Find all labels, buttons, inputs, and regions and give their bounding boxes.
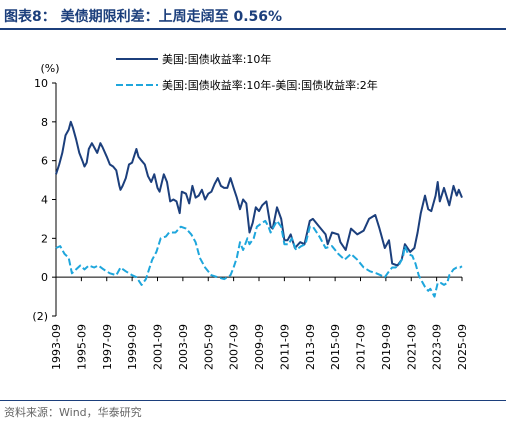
chart-svg: (2) 0 2 4 6 8 10 1993-09 1995-09 1997-09 1999-09 2… [32,52,469,370]
y-tick-label: 2 [41,232,48,245]
x-tick-label: 2023-09 [431,324,444,370]
x-tick-label: 2013-09 [304,324,317,370]
x-tick-labels: 1993-09 1995-09 1997-09 1999-09 2001-09 2003-… [50,324,469,370]
x-tick-label: 2019-09 [380,324,393,370]
y-tick-label: 4 [41,194,48,207]
x-tick-label: 2007-09 [228,324,241,370]
source-rule [0,400,506,401]
source-note: 资料来源：Wind，华泰研究 [4,406,142,419]
x-tick-label: 2001-09 [152,324,165,370]
x-tick-label: 2009-09 [253,324,266,370]
x-tick-label: 2015-09 [329,324,342,370]
y-tick-label: 0 [41,271,48,284]
series-line-10y [55,120,463,267]
x-tick-label: 2005-09 [202,324,215,370]
x-tick-label: 2025-09 [456,324,469,370]
legend-label: 美国:国债收益率:10年-美国:国债收益率:2年 [162,78,378,92]
series-line-10y-2y-spread [55,219,463,298]
x-tick-label: 2021-09 [405,324,418,370]
x-tick-label: 2003-09 [177,324,190,370]
x-tick-label: 1999-09 [126,324,139,370]
x-tick-label: 2017-09 [355,324,368,370]
x-tick-label: 2011-09 [278,324,291,370]
title-rule [0,28,506,30]
y-tick-label: (2) [32,310,48,323]
x-tick-label: 1995-09 [75,324,88,370]
series-lines [55,120,463,298]
chart-title: 图表8： 美债期限利差：上周走阔至 0.56% [4,9,283,25]
x-tick-label: 1993-09 [50,324,63,370]
x-tick-label: 1997-09 [101,324,114,370]
y-tick-labels: (2) 0 2 4 6 8 10 [32,77,48,323]
y-tick-label: 6 [41,155,48,168]
y-tick-label: 10 [34,77,48,90]
axes [52,82,463,317]
y-tick-label: 8 [41,116,48,129]
y-unit-label: (%) [40,62,59,75]
legend-label: 美国:国债收益率:10年 [162,52,271,66]
